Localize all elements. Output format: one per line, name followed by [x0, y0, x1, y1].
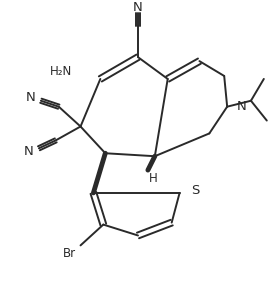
- Text: Br: Br: [62, 247, 76, 260]
- Text: N: N: [133, 1, 143, 14]
- Text: H: H: [148, 172, 157, 185]
- Text: N: N: [26, 91, 36, 104]
- Text: S: S: [191, 184, 200, 197]
- Text: H₂N: H₂N: [50, 65, 73, 77]
- Text: N: N: [24, 145, 34, 158]
- Text: N: N: [237, 100, 247, 113]
